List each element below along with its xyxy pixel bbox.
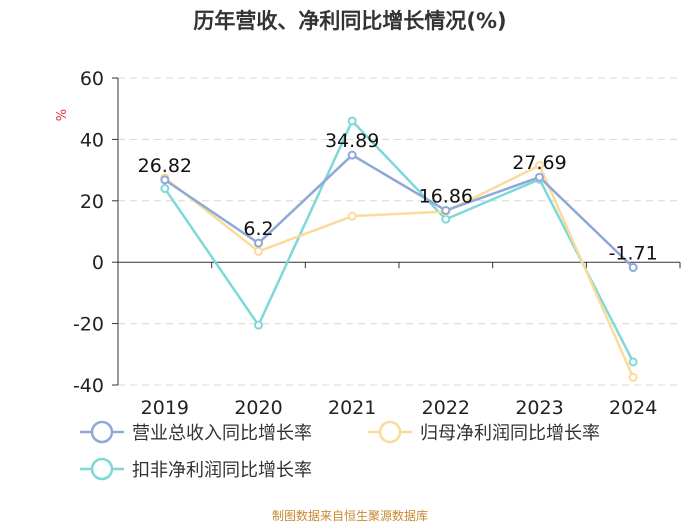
y-tick-label: -20 <box>73 314 104 336</box>
series-point-0 <box>441 205 451 215</box>
data-labels: 26.82 6.2 34.89 16.86 27.69 -1.71 <box>138 130 658 264</box>
series-line-0 <box>164 153 635 269</box>
y-axis-unit-label: % <box>55 109 70 121</box>
data-label: 16.86 <box>419 185 473 207</box>
series-point-2 <box>160 184 170 194</box>
legend-item-2[interactable]: 扣非净利润同比增长率 <box>80 457 312 481</box>
chart-title: 历年营收、净利同比增长情况(%) <box>193 9 506 33</box>
x-tick-label: 2019 <box>141 397 189 419</box>
axes <box>112 77 681 386</box>
series-point-0 <box>160 175 170 185</box>
y-axis-ticks: 60 40 20 0 -20 -40 <box>73 68 104 397</box>
data-label: 6.2 <box>243 218 273 240</box>
source-note: 制图数据来自恒生聚源数据库 <box>272 508 428 523</box>
legend-marker <box>90 457 114 481</box>
series-lines <box>163 119 635 378</box>
series-point-2 <box>441 214 451 224</box>
x-tick-label: 2022 <box>422 397 470 419</box>
legend-item-1[interactable]: 归母净利润同比增长率 <box>368 420 600 444</box>
series-point-1 <box>628 372 638 382</box>
legend-item-0[interactable]: 营业总收入同比增长率 <box>80 420 312 444</box>
x-tick-label: 2021 <box>328 397 376 419</box>
series-point-0 <box>535 172 544 182</box>
series-line-2 <box>163 119 635 363</box>
series-point-2 <box>254 320 263 330</box>
data-label: 27.69 <box>512 152 566 174</box>
y-tick-label: 60 <box>80 68 104 90</box>
data-label: -1.71 <box>609 242 658 264</box>
series-line-1 <box>164 164 635 378</box>
series-point-1 <box>254 246 263 256</box>
y-tick-label: 40 <box>80 129 104 151</box>
grid-lines <box>118 77 680 386</box>
x-tick-label: 2023 <box>515 397 563 419</box>
y-tick-label: 20 <box>80 191 104 213</box>
legend-label: 营业总收入同比增长率 <box>132 423 312 444</box>
legend-marker <box>378 420 402 444</box>
y-tick-label: -40 <box>73 375 104 397</box>
x-axis-ticks: 2019 2020 2021 2022 2023 2024 <box>141 397 658 419</box>
series-point-1 <box>347 211 357 221</box>
x-tick-label: 2024 <box>609 397 657 419</box>
legend-label: 扣非净利润同比增长率 <box>132 460 312 481</box>
y-tick-label: 0 <box>92 252 104 274</box>
legend-marker <box>90 420 114 444</box>
series-point-0 <box>628 262 638 272</box>
x-tick-label: 2020 <box>234 397 282 419</box>
series-points <box>160 116 638 382</box>
series-point-2 <box>347 116 357 126</box>
series-point-2 <box>628 357 638 367</box>
data-label: 26.82 <box>138 155 192 177</box>
series-point-0 <box>254 238 263 248</box>
series-point-0 <box>347 150 357 160</box>
data-label: 34.89 <box>325 130 379 152</box>
legend-label: 归母净利润同比增长率 <box>420 423 600 444</box>
series-point-1 <box>535 160 544 170</box>
